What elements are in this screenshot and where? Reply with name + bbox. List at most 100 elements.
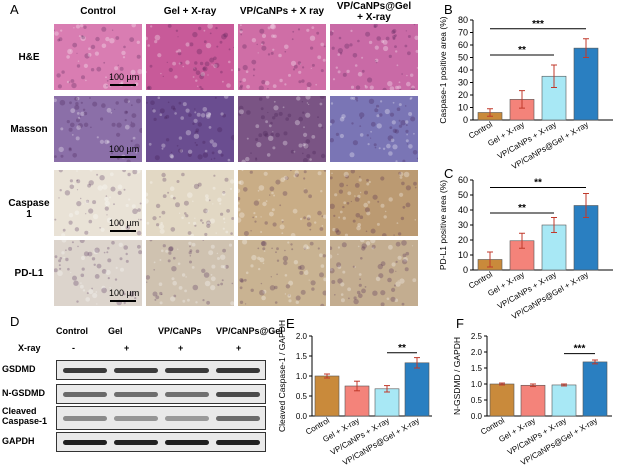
scale-bar xyxy=(110,84,136,86)
histology-image xyxy=(146,24,234,90)
bar xyxy=(582,361,608,417)
y-tick-label: 30 xyxy=(458,220,468,230)
blot-band xyxy=(165,367,209,373)
column-header: Gel + X-ray xyxy=(163,6,217,17)
xray-mark: + xyxy=(178,343,184,353)
histology-image xyxy=(54,240,142,306)
y-tick-label: 2.0 xyxy=(471,348,483,357)
y-tick-label: 0.0 xyxy=(471,412,483,421)
lane-label: VP/CaNPs@Gel xyxy=(216,326,283,336)
histology-image xyxy=(146,96,234,162)
bar xyxy=(314,375,340,417)
blot-label: N-GSDMD xyxy=(2,388,45,398)
row-header: PD-L1 xyxy=(14,268,44,279)
scale-bar-label: 100 µm xyxy=(109,72,140,82)
panel-d-letter: D xyxy=(10,314,20,329)
panel-a-letter: A xyxy=(10,2,19,17)
y-tick-label: 40 xyxy=(458,205,468,215)
panel-letter: C xyxy=(444,166,453,181)
blot-band xyxy=(114,439,158,445)
blot-label: GAPDH xyxy=(2,436,35,446)
y-axis-label: PD-L1 positive area (%) xyxy=(438,180,448,270)
y-tick-label: 0 xyxy=(463,265,468,275)
bar xyxy=(489,383,515,417)
panel-letter: F xyxy=(456,316,464,331)
xray-mark: - xyxy=(72,343,75,353)
y-axis-label: Cleaved Caspase-1 / GAPDH xyxy=(277,320,287,432)
xray-mark: + xyxy=(124,343,130,353)
histology-image xyxy=(146,240,234,306)
column-header: Control xyxy=(80,6,116,17)
blot-strip xyxy=(56,360,266,380)
significance-label: ** xyxy=(518,45,526,56)
blot-label: GSDMD xyxy=(2,364,36,374)
blot-band xyxy=(114,391,158,397)
y-tick-label: 2.0 xyxy=(296,332,308,341)
scale-bar xyxy=(110,156,136,158)
y-tick-label: 1.5 xyxy=(296,352,308,361)
histology-image xyxy=(238,24,326,90)
significance-label: *** xyxy=(532,19,544,30)
significance-label: *** xyxy=(574,344,586,355)
y-tick-label: 1.0 xyxy=(471,380,483,389)
bar xyxy=(374,388,400,417)
blot-strip xyxy=(56,406,266,430)
histology-image xyxy=(146,170,234,236)
panel-letter: E xyxy=(286,316,295,331)
y-axis-label: N-GSDMD / GAPDH xyxy=(452,337,462,415)
column-header: VP/CaNPs + X ray xyxy=(239,6,325,17)
y-tick-label: 30 xyxy=(458,78,468,88)
lane-label: Control xyxy=(56,326,88,336)
y-tick-label: 2.5 xyxy=(471,332,483,341)
scale-bar xyxy=(110,300,136,302)
blot-band xyxy=(114,415,158,421)
xray-mark: + xyxy=(236,343,242,353)
y-tick-label: 0.5 xyxy=(296,392,308,401)
y-tick-label: 1.5 xyxy=(471,364,483,373)
blot-band xyxy=(165,391,209,397)
y-tick-label: 0.0 xyxy=(296,412,308,421)
bar xyxy=(404,362,430,417)
row-header: Caspase 1 xyxy=(8,198,50,220)
scale-bar-label: 100 µm xyxy=(109,288,140,298)
blot-band xyxy=(63,391,107,397)
y-tick-label: 40 xyxy=(458,65,468,75)
blot-band xyxy=(114,367,158,373)
blot-band xyxy=(63,415,107,421)
blot-band xyxy=(165,439,209,445)
xray-label: X-ray xyxy=(18,343,41,353)
scale-bar-label: 100 µm xyxy=(109,218,140,228)
blot-strip xyxy=(56,384,266,404)
lane-label: Gel xyxy=(108,326,123,336)
y-tick-label: 10 xyxy=(458,103,468,113)
panel-letter: B xyxy=(444,2,453,17)
blot-band xyxy=(216,415,260,421)
significance-label: ** xyxy=(518,203,526,214)
histology-image xyxy=(238,170,326,236)
y-tick-label: 70 xyxy=(458,28,468,38)
histology-image xyxy=(238,96,326,162)
blot-band xyxy=(216,391,260,397)
blot-label: Cleaved Caspase-1 xyxy=(2,406,48,426)
histology-image xyxy=(330,240,418,306)
y-tick-label: 20 xyxy=(458,235,468,245)
y-axis-label: Caspase-1 positive area (%) xyxy=(438,16,448,123)
lane-label: VP/CaNPs xyxy=(158,326,202,336)
y-tick-label: 10 xyxy=(458,250,468,260)
histology-image xyxy=(330,24,418,90)
bar xyxy=(520,384,546,417)
scale-bar xyxy=(110,230,136,232)
significance-label: ** xyxy=(398,343,406,354)
y-tick-label: 0 xyxy=(463,115,468,125)
y-tick-label: 60 xyxy=(458,40,468,50)
y-tick-label: 50 xyxy=(458,190,468,200)
y-tick-label: 20 xyxy=(458,90,468,100)
blot-band xyxy=(63,439,107,445)
y-tick-label: 80 xyxy=(458,15,468,25)
histology-image xyxy=(238,240,326,306)
blot-band xyxy=(63,367,107,373)
histology-image xyxy=(330,96,418,162)
histology-image xyxy=(54,24,142,90)
bar xyxy=(573,47,599,121)
